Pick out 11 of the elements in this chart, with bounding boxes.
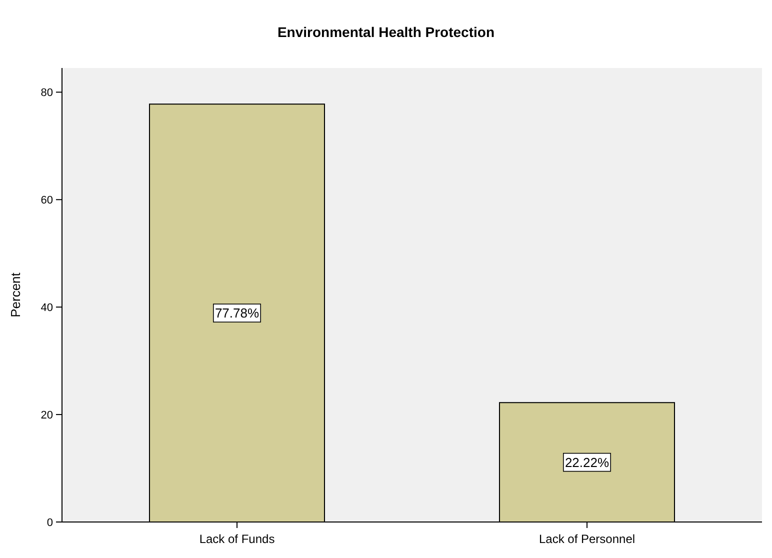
x-tick-label: Lack of Funds xyxy=(199,532,275,546)
y-tick-label: 80 xyxy=(40,87,53,100)
data-label: 77.78% xyxy=(214,306,260,321)
x-tick-label: Lack of Personnel xyxy=(538,532,636,546)
chart-title: Environmental Health Protection xyxy=(277,24,495,40)
y-axis-title: Percent xyxy=(8,272,23,318)
y-tick-label: 0 xyxy=(46,517,53,529)
y-tick-label: 60 xyxy=(40,194,53,207)
data-label: 22.22% xyxy=(564,454,610,470)
y-tick-label: 40 xyxy=(40,302,53,314)
y-tick-label: 20 xyxy=(40,410,53,422)
